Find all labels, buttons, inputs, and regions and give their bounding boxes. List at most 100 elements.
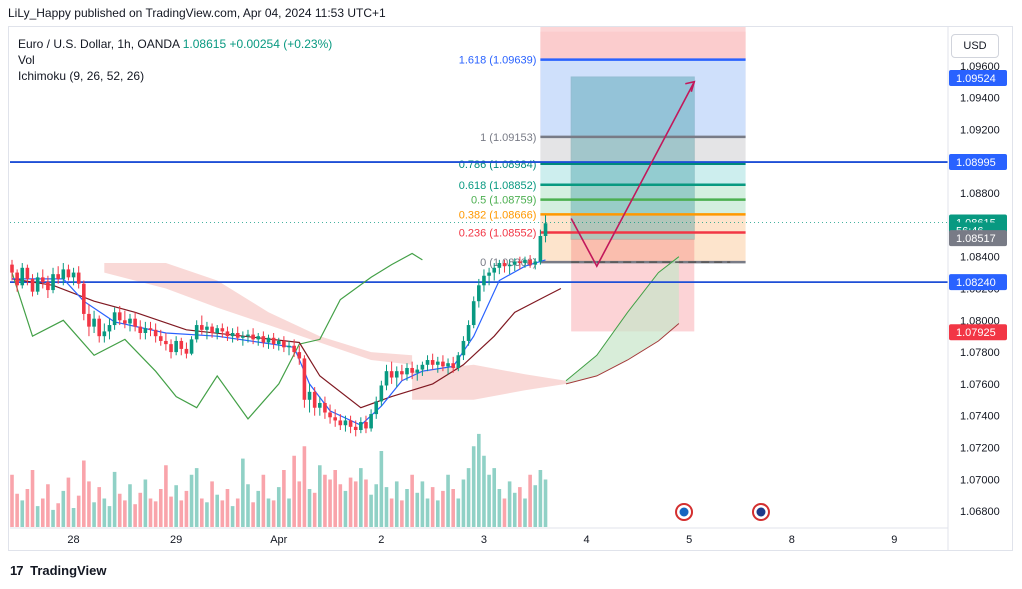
chart-legend: Euro / U.S. Dollar, 1h, OANDA 1.08615 +0… [18,36,332,84]
candle-body [410,367,414,373]
fib-zone-top [540,31,746,60]
volume-bar [400,500,404,527]
volume-bar [456,498,461,527]
candle-body [312,391,317,408]
volume-bar [482,455,486,527]
candle-body [477,285,481,302]
candle-body [430,360,435,365]
candle-body [123,320,127,324]
volume-bar [307,489,312,527]
volume-bar [312,492,317,527]
candle-body [507,264,512,267]
volume-bar [466,468,471,527]
candle-body [169,344,173,353]
volume-bar [271,500,276,527]
x-tick-label: 3 [481,534,487,546]
y-tick-label: 1.06800 [960,506,1000,518]
volume-indicator-label[interactable]: Vol [18,53,35,67]
volume-bar [276,487,281,527]
volume-bar [112,471,117,527]
y-tick-label: 1.07800 [960,347,1000,359]
candle-body [117,312,122,321]
volume-bar [10,474,14,527]
x-tick-label: 9 [891,534,897,546]
candle-body [379,385,384,402]
volume-bar [287,498,291,527]
candle-body [230,333,235,337]
volume-bar [359,468,363,527]
candle-body [374,401,379,415]
candle-body [184,348,189,354]
volume-bar [297,481,302,527]
candle-body [241,336,245,338]
candle-body [287,345,291,348]
price-label-box [949,154,1007,171]
volume-bar [323,474,327,527]
candle-body [35,277,40,292]
senkou-span-a [565,256,680,382]
candle-body [343,420,348,426]
candle-body [461,340,466,356]
volume-bar [353,481,358,527]
y-tick-label: 1.07000 [960,474,1000,486]
volume-bar [230,506,235,527]
volume-bar [205,502,209,527]
volume-bar [333,470,337,527]
volume-bar [451,489,455,527]
volume-bar [179,500,184,527]
candle-body [405,367,409,375]
x-tick-label: Apr [270,534,287,546]
volume-bar [435,500,440,527]
x-tick-label: 29 [170,534,182,546]
volume-bar [46,484,50,527]
y-tick-label: 1.09600 [960,61,1000,73]
candle-body [97,318,102,337]
fib-level-label: 0.236 (1.08552) [459,228,537,240]
candle-body [179,340,184,349]
chikou-span-line [11,252,423,420]
volume-bar [477,433,481,527]
event-flag-center [756,507,766,517]
candle-body [425,360,430,365]
candle-body [15,272,19,286]
candle-body [210,326,214,333]
x-tick-label: 5 [686,534,692,546]
candle-body [435,361,440,365]
candle-body [441,361,445,367]
volume-bar [415,492,420,527]
volume-bar [169,496,173,527]
ichimoku-indicator-label[interactable]: Ichimoku (9, 26, 52, 26) [18,69,145,83]
volume-bar [164,465,168,527]
candle-body [148,328,153,330]
volume-bar [543,479,548,527]
currency-button[interactable]: USD [951,34,999,58]
fib-level-label: 0 (1.08366) [480,257,536,269]
price-label: 1.08517 [956,233,996,245]
volume-bar [66,477,71,527]
volume-bar [338,484,343,527]
x-tick-label: 4 [583,534,589,546]
candle-body [446,363,450,367]
y-tick-label: 1.09200 [960,124,1000,136]
fib-level-label: 1.618 (1.09639) [459,55,537,67]
volume-bar [328,479,332,527]
volume-bar [528,474,532,527]
symbol-title[interactable]: Euro / U.S. Dollar, 1h, OANDA [18,37,180,51]
candle-body [246,334,250,337]
fib-level-label: 1 (1.09153) [480,132,536,144]
candle-body [353,426,358,430]
candle-body [153,329,158,337]
y-tick-label: 1.08800 [960,188,1000,200]
candle-body [266,337,271,343]
senkou-span-b [565,323,680,385]
volume-bar [266,498,271,527]
candle-body [328,412,332,418]
projection-path [570,81,696,268]
fib-zone-1618 [540,59,746,137]
price-label-box [949,274,1007,291]
volume-bar [410,474,414,527]
volume-bar [246,484,250,527]
candle-body [466,325,471,341]
candle-body [482,275,486,286]
